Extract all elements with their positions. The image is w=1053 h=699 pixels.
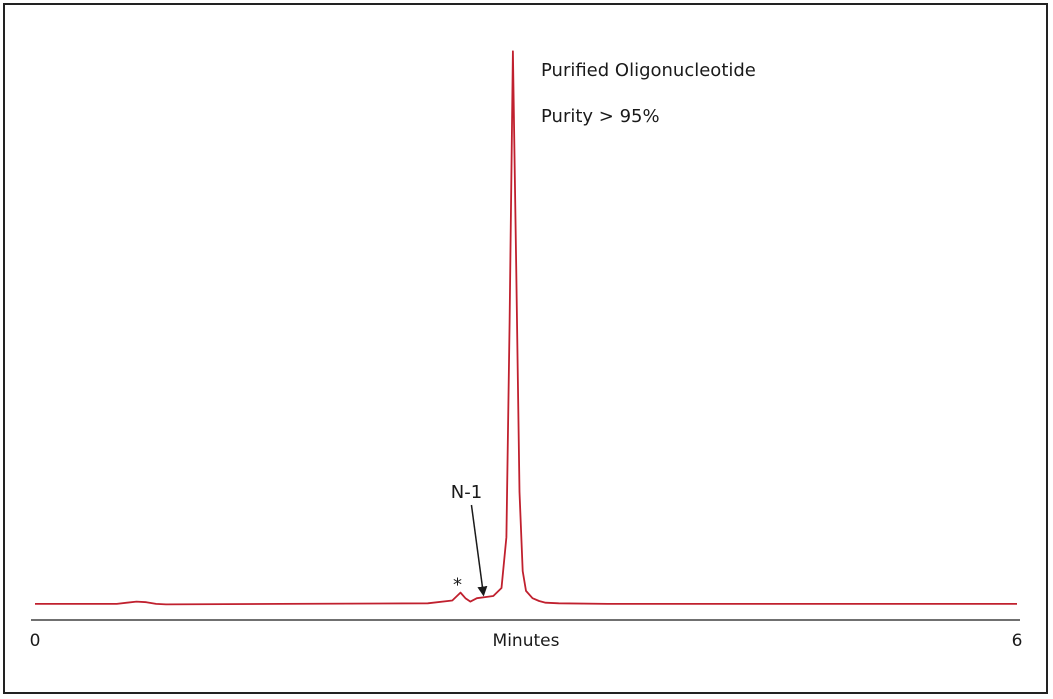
annotation-purified-oligonucleotide: Purified Oligonucleotide bbox=[541, 60, 756, 81]
annotation-n-1-arrow bbox=[470, 504, 488, 597]
x-tick-label: 6 bbox=[1012, 631, 1023, 651]
annotation-purity: Purity > 95% bbox=[541, 106, 660, 127]
series-line bbox=[35, 50, 1017, 606]
chart-frame: 0 6 Minutes Purified Oligonucleotide Pur… bbox=[3, 3, 1048, 694]
x-tick-label: 0 bbox=[30, 631, 41, 651]
chromatogram-chart: 0 6 Minutes Purified Oligonucleotide Pur… bbox=[30, 50, 1023, 651]
annotation-asterisk: * bbox=[453, 575, 462, 596]
x-axis-label: Minutes bbox=[493, 631, 560, 651]
annotation-n-1-label: N-1 bbox=[451, 482, 482, 503]
